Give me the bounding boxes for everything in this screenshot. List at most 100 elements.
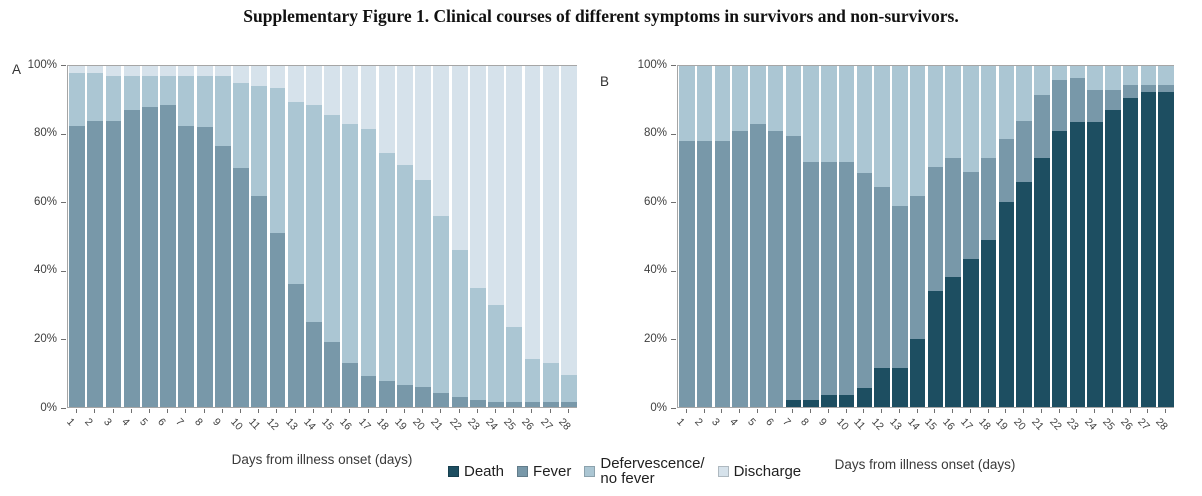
segment-fever bbox=[105, 120, 122, 407]
segment-fever bbox=[785, 135, 802, 401]
x-tick-label: 19 bbox=[993, 416, 1011, 433]
segment-discharge bbox=[542, 66, 559, 363]
segment-fever bbox=[378, 381, 395, 407]
panel-a-letter: A bbox=[12, 62, 22, 77]
panel-b-bar-day-6 bbox=[767, 66, 784, 407]
x-tick-mark bbox=[845, 409, 847, 413]
x-tick-mark bbox=[1005, 409, 1007, 413]
segment-fever bbox=[679, 141, 695, 407]
death-swatch-icon bbox=[448, 465, 459, 477]
segment-discharge bbox=[342, 66, 359, 124]
x-tick-mark bbox=[721, 409, 723, 413]
x-tick-mark bbox=[827, 409, 829, 413]
segment-fever bbox=[324, 342, 340, 407]
legend-label-fever: Fever bbox=[533, 462, 572, 480]
segment-death bbox=[1140, 91, 1157, 407]
segment-defervescence bbox=[233, 83, 249, 169]
segment-defervescence bbox=[415, 180, 432, 387]
segment-fever bbox=[196, 127, 213, 407]
segment-defervescence bbox=[1051, 66, 1068, 80]
x-tick-mark bbox=[952, 409, 954, 413]
segment-discharge bbox=[233, 66, 249, 84]
x-tick-label: 6 bbox=[762, 416, 776, 429]
legend-label-death: Death bbox=[464, 462, 505, 480]
segment-fever bbox=[269, 233, 286, 407]
x-tick-label: 24 bbox=[1082, 416, 1100, 433]
panel-a-bar-day-13 bbox=[287, 66, 304, 407]
panel-a-bar-day-19 bbox=[397, 66, 413, 407]
segment-fever bbox=[488, 401, 504, 407]
segment-fever bbox=[1105, 89, 1121, 111]
legend-item-death: Death bbox=[448, 464, 504, 479]
segment-defervescence bbox=[821, 66, 837, 162]
segment-fever bbox=[874, 187, 890, 368]
segment-death bbox=[909, 338, 926, 407]
x-tick-label: 4 bbox=[118, 416, 132, 429]
segment-death bbox=[1105, 110, 1121, 407]
segment-fever bbox=[1122, 84, 1139, 99]
segment-discharge bbox=[360, 66, 377, 130]
x-tick-label: 4 bbox=[727, 416, 741, 429]
segment-defervescence bbox=[803, 66, 819, 162]
x-tick-label: 11 bbox=[246, 416, 263, 433]
x-tick-mark bbox=[881, 409, 883, 413]
segment-fever bbox=[998, 139, 1015, 203]
panel-a-xaxis-title: Days from illness onset (days) bbox=[231, 452, 413, 467]
x-tick-label: 27 bbox=[537, 416, 555, 433]
x-tick-label: 26 bbox=[1117, 416, 1135, 433]
panel-a-bar-day-16 bbox=[342, 66, 359, 407]
x-tick-label: 9 bbox=[816, 416, 829, 429]
panel-b-bar-day-24 bbox=[1087, 66, 1103, 407]
x-tick-label: 14 bbox=[301, 416, 318, 433]
segment-fever bbox=[342, 362, 359, 407]
panel-a-bar-day-4 bbox=[123, 66, 140, 407]
y-tick-label: 20% bbox=[643, 332, 667, 345]
y-tick-mark bbox=[671, 270, 676, 272]
segment-discharge bbox=[433, 66, 450, 217]
panel-b-bar-day-20 bbox=[1016, 66, 1032, 407]
panel-a-bar-day-10 bbox=[233, 66, 249, 407]
segment-discharge bbox=[105, 66, 122, 77]
x-tick-mark bbox=[476, 409, 478, 413]
x-tick-mark bbox=[969, 409, 971, 413]
x-tick-label: 6 bbox=[155, 416, 169, 429]
x-tick-label: 20 bbox=[410, 416, 428, 433]
x-tick-mark bbox=[94, 409, 96, 413]
y-tick-label: 100% bbox=[637, 58, 667, 71]
panel-b-bar-day-27 bbox=[1140, 66, 1157, 407]
x-tick-label: 28 bbox=[556, 416, 573, 433]
segment-discharge bbox=[251, 66, 268, 87]
x-tick-mark bbox=[756, 409, 758, 413]
segment-fever bbox=[980, 158, 997, 240]
y-tick-label: 60% bbox=[33, 195, 57, 208]
legend-label-defervescence: Defervescence/ no fever bbox=[600, 455, 705, 487]
segment-defervescence bbox=[874, 66, 890, 188]
segment-fever bbox=[803, 161, 819, 401]
y-tick-label: 40% bbox=[643, 264, 667, 277]
segment-fever bbox=[469, 400, 486, 407]
x-tick-mark bbox=[76, 409, 78, 413]
segment-fever bbox=[142, 106, 158, 407]
x-tick-label: 20 bbox=[1011, 416, 1029, 433]
x-tick-mark bbox=[1147, 409, 1149, 413]
panel-b-bar-day-12 bbox=[874, 66, 890, 407]
x-tick-mark bbox=[1058, 409, 1060, 413]
panel-a-bar-day-1 bbox=[69, 66, 85, 407]
segment-discharge bbox=[178, 66, 195, 77]
x-tick-mark bbox=[916, 409, 918, 413]
y-tick-label: 100% bbox=[27, 58, 57, 71]
x-tick-label: 5 bbox=[745, 416, 758, 429]
segment-defervescence bbox=[378, 152, 395, 382]
segment-defervescence bbox=[142, 76, 158, 107]
segment-defervescence bbox=[998, 66, 1015, 140]
x-tick-mark bbox=[898, 409, 900, 413]
x-tick-mark bbox=[685, 409, 687, 413]
x-tick-label: 1 bbox=[674, 416, 687, 429]
segment-defervescence bbox=[909, 66, 926, 196]
segment-defervescence bbox=[178, 76, 195, 126]
y-tick-label: 60% bbox=[643, 195, 667, 208]
segment-defervescence bbox=[360, 129, 377, 377]
legend-item-discharge: Discharge bbox=[717, 464, 801, 479]
segment-discharge bbox=[378, 66, 395, 153]
y-tick-mark bbox=[671, 408, 676, 409]
